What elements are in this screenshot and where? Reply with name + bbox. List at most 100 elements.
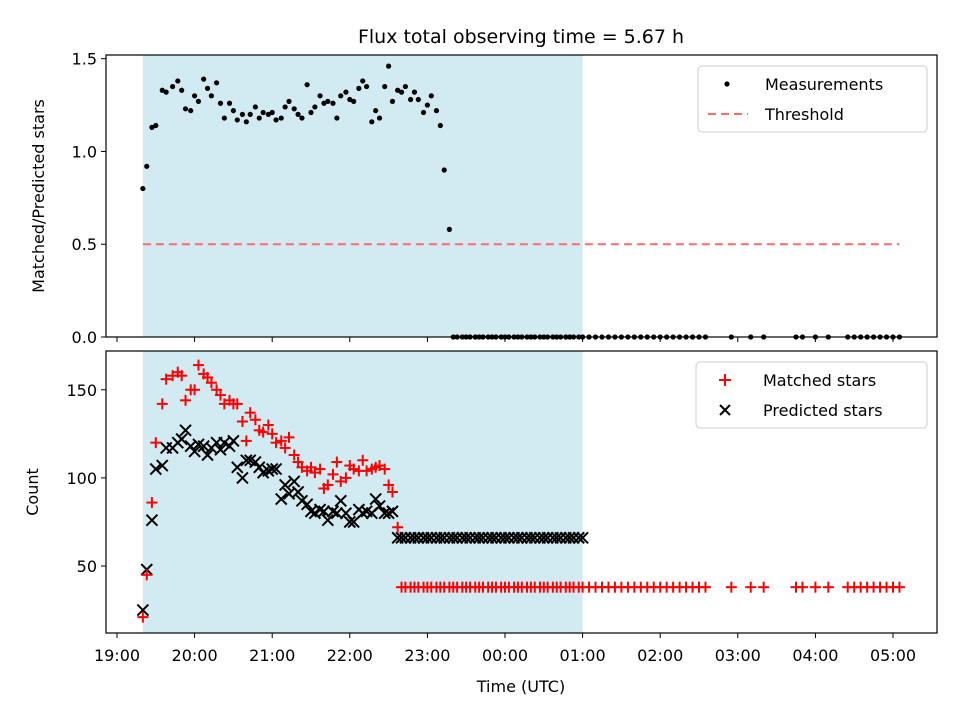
predicted-star-point — [136, 603, 150, 617]
predicted-star-point — [447, 531, 460, 545]
bottom-y-axis-label: Count — [23, 468, 42, 516]
measurement-point — [411, 89, 418, 95]
x-tick-label: 21:00 — [249, 646, 295, 665]
predicted-star-point — [317, 505, 331, 518]
measurement-point — [304, 82, 310, 88]
measurement-point — [308, 109, 314, 116]
measurement-point — [312, 104, 318, 110]
bottom-y-tick-label: 100 — [66, 469, 97, 488]
predicted-legend-marker — [719, 404, 731, 416]
top-y-tick-label: 0.5 — [72, 235, 97, 254]
measurement-point — [382, 83, 388, 90]
top-y-tick-label: 1.5 — [72, 50, 97, 69]
measurement-point — [325, 98, 331, 104]
matched-star-point — [275, 435, 287, 447]
matched-star-points — [137, 359, 905, 623]
predicted-star-point — [214, 443, 227, 456]
measurement-point — [398, 89, 405, 95]
matched-star-point — [745, 581, 757, 593]
measurement-point — [369, 119, 375, 125]
measurement-point — [291, 106, 297, 112]
measurement-point — [239, 111, 246, 117]
measurement-point — [188, 108, 194, 114]
measurement-point — [273, 117, 279, 123]
matched-star-point — [383, 479, 395, 491]
predicted-star-point — [156, 459, 169, 472]
predicted-star-point — [313, 503, 327, 516]
x-tick-label: 19:00 — [94, 646, 140, 665]
measurement-point — [360, 78, 366, 84]
predicted-star-point — [386, 505, 399, 518]
matched-star-point — [348, 463, 360, 475]
predicted-star-point — [227, 434, 240, 448]
measurement-point — [376, 115, 383, 121]
matched-star-point — [236, 416, 248, 427]
measurement-point — [140, 185, 146, 192]
matched-star-point — [758, 581, 770, 593]
predicted-star-point — [175, 432, 188, 446]
predicted-star-point — [149, 462, 163, 476]
measurement-point — [317, 93, 323, 99]
measurement-point — [159, 87, 165, 93]
measurement-point — [282, 104, 288, 110]
matched-star-point — [156, 398, 168, 410]
x-tick-label: 03:00 — [715, 646, 761, 665]
matched-star-point — [257, 426, 269, 438]
measurement-point — [286, 98, 292, 104]
top-y-ticks: 0.0 0.5 1.0 1.5 — [72, 50, 106, 347]
top-x-ticks — [116, 337, 894, 342]
predicted-star-point — [421, 531, 434, 545]
measurement-point — [351, 98, 357, 104]
predicted-star-point — [572, 531, 585, 545]
measurement-point — [389, 98, 396, 104]
matched-star-point — [331, 456, 343, 468]
measurements-legend-marker — [724, 81, 730, 87]
predicted-star-point — [554, 531, 567, 545]
matched-star-point — [231, 398, 243, 410]
measurement-point — [415, 96, 421, 103]
matched-star-point — [279, 442, 291, 454]
matched-star-point — [214, 389, 226, 401]
matched-star-point — [796, 581, 808, 593]
measurement-point — [221, 115, 227, 121]
matched-star-point — [205, 377, 217, 389]
predicted-star-point — [567, 531, 580, 545]
measurement-point — [175, 78, 181, 84]
measurement-point — [208, 93, 215, 99]
x-tick-label: 00:00 — [482, 646, 528, 665]
threshold-legend-label: Threshold — [764, 105, 844, 124]
matched-star-point — [141, 569, 153, 581]
measurement-point — [149, 124, 155, 130]
measurement-point — [204, 85, 211, 91]
measurement-point — [213, 80, 220, 86]
measurement-point — [330, 100, 336, 106]
chart-title: Flux total observing time = 5.67 h — [358, 26, 684, 48]
measurement-point — [364, 83, 370, 90]
predicted-star-point — [476, 531, 490, 545]
measurement-point — [428, 93, 434, 99]
predicted-star-point — [412, 531, 425, 545]
predicted-star-point — [472, 531, 486, 545]
predicted-star-point — [201, 448, 214, 462]
measurement-point — [265, 111, 271, 117]
bottom-observing-window — [142, 351, 583, 633]
measurement-point — [402, 83, 409, 90]
matched-legend-marker — [719, 374, 731, 386]
x-tick-label: 02:00 — [637, 646, 683, 665]
bottom-plot-frame — [105, 350, 938, 634]
measurement-point — [182, 106, 189, 112]
measurements-legend-label: Measurements — [765, 75, 883, 94]
top-y-axis-label: Matched/Predicted stars — [29, 99, 48, 293]
predicted-star-point — [269, 462, 283, 476]
top-y-tick-label: 0.0 — [72, 328, 97, 347]
measurement-point — [334, 115, 340, 121]
measurement-point — [446, 226, 452, 232]
predicted-star-point — [463, 531, 477, 545]
predicted-star-point — [537, 531, 551, 545]
x-axis-label: Time (UTC) — [476, 677, 565, 696]
matched-star-point — [189, 384, 201, 396]
predicted-star-point — [541, 531, 554, 545]
measurement-point — [338, 93, 344, 99]
matched-star-point — [262, 419, 274, 431]
